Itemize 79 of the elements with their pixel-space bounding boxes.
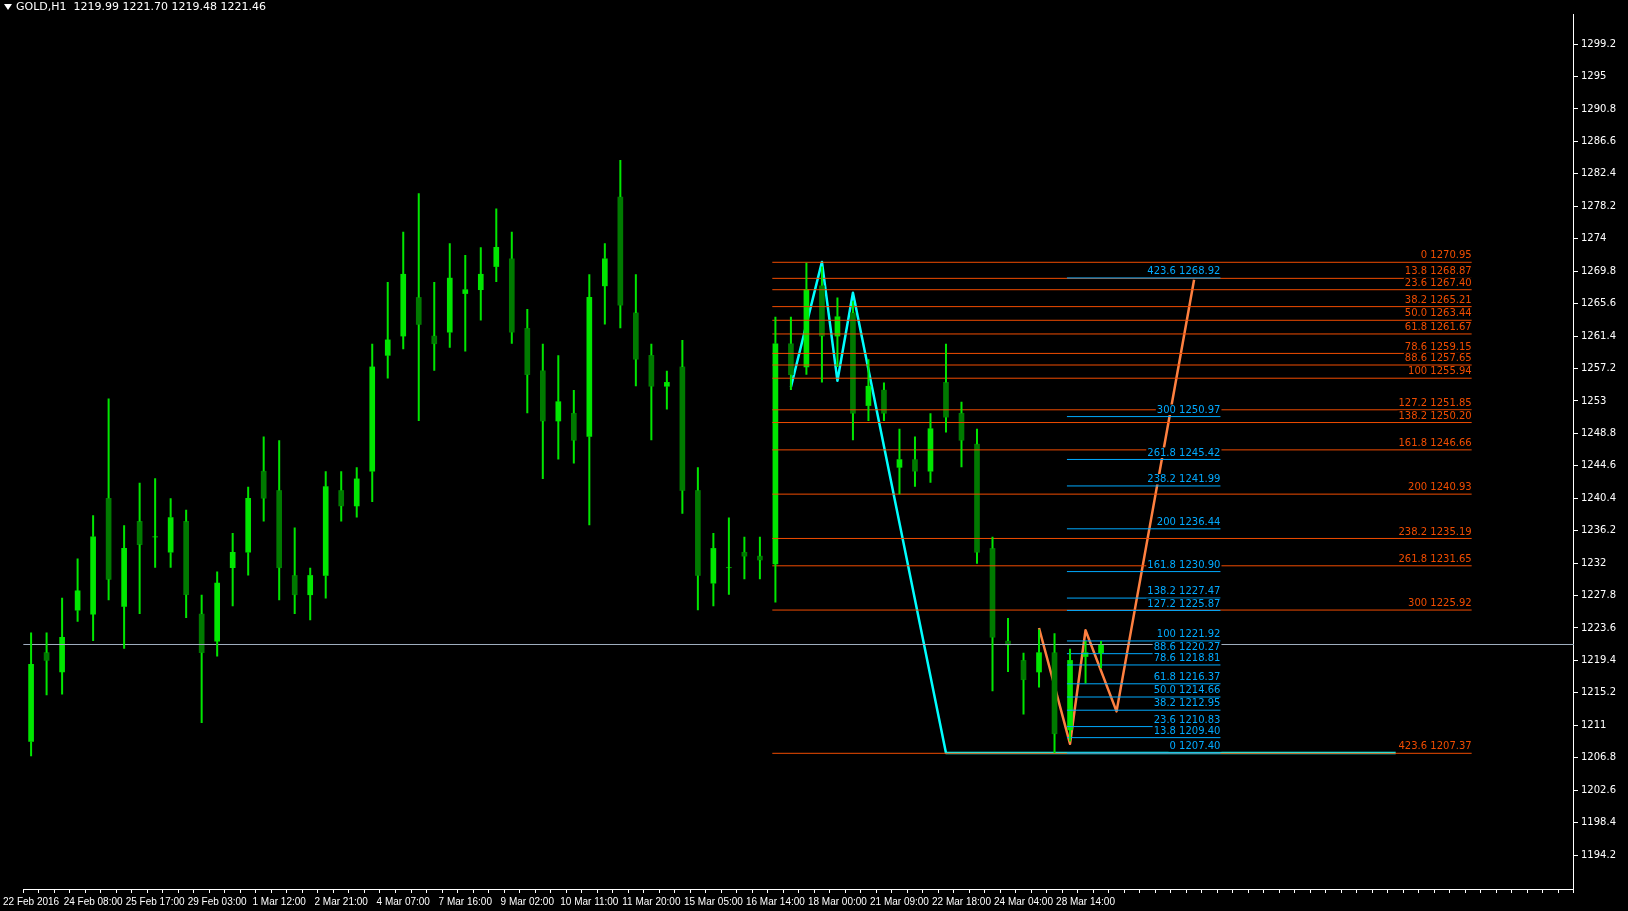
y-tick-label: 1282.4 — [1581, 167, 1616, 179]
ref-line-label: 23.6 1210.83 — [1153, 713, 1221, 725]
ref-line-label: 300 1225.92 — [1408, 597, 1472, 609]
y-tick-label: 1290.8 — [1581, 102, 1616, 114]
ref-line-label: 238.2 1235.19 — [1398, 525, 1472, 537]
y-tick-label: 1269.8 — [1581, 264, 1616, 276]
ref-line-label: 0 1270.95 — [1420, 249, 1472, 261]
ref-line-label: 127.2 1251.85 — [1398, 396, 1472, 408]
ref-line-label: 261.8 1245.42 — [1147, 446, 1221, 458]
x-tick-label: 24 Mar 04:00 — [994, 895, 1054, 907]
ref-line-label: 261.8 1231.65 — [1398, 552, 1472, 564]
ref-line-label: 88.6 1257.65 — [1404, 352, 1472, 364]
ref-line-label: 61.8 1261.67 — [1404, 321, 1472, 333]
y-tick-label: 1248.8 — [1581, 426, 1616, 438]
y-tick-label: 1253 — [1581, 394, 1607, 406]
ref-line-label: 100 1221.92 — [1156, 628, 1221, 640]
y-tick-label: 1286.6 — [1581, 135, 1616, 147]
ref-line-label: 23.6 1267.40 — [1404, 276, 1472, 288]
ref-line-label: 88.6 1220.27 — [1153, 640, 1221, 652]
y-tick-label: 1219.4 — [1581, 654, 1616, 665]
y-tick-label: 1232 — [1581, 556, 1607, 568]
ref-line-label: 127.2 1225.87 — [1147, 597, 1221, 609]
ref-line-label: 161.8 1230.90 — [1147, 558, 1221, 570]
y-tick-label: 1194.2 — [1581, 848, 1616, 860]
y-tick-label: 1274 — [1581, 232, 1607, 244]
y-tick-label: 1261.4 — [1581, 329, 1616, 341]
ref-line-label: 100 1255.94 — [1408, 365, 1472, 377]
ref-line-label: 50.0 1214.66 — [1153, 684, 1221, 696]
y-tick-label: 1299.2 — [1581, 37, 1616, 49]
x-tick-label: 9 Mar 02:00 — [500, 895, 555, 907]
y-tick-label: 1240.4 — [1581, 491, 1616, 503]
ref-line-label: 38.2 1265.21 — [1404, 293, 1472, 305]
ref-line-label: 0 1207.40 — [1169, 740, 1221, 752]
chart-title: GOLD,H1 1219.99 1221.70 1219.48 1221.46 — [16, 0, 266, 13]
x-tick-label: 24 Feb 08:00 — [63, 895, 124, 907]
y-tick-label: 1257.2 — [1581, 362, 1616, 374]
x-tick-label: 7 Mar 16:00 — [438, 895, 493, 907]
ref-line-label: 300 1250.97 — [1156, 403, 1221, 415]
x-tick-label: 22 Mar 18:00 — [932, 895, 992, 907]
x-tick-label: 4 Mar 07:00 — [376, 895, 431, 907]
x-tick-label: 28 Mar 14:00 — [1056, 895, 1116, 907]
ref-line-label: 200 1240.93 — [1408, 481, 1472, 493]
y-tick-label: 1278.2 — [1581, 199, 1616, 211]
x-tick-label: 15 Mar 05:00 — [683, 895, 744, 907]
ref-line-label: 161.8 1246.66 — [1398, 436, 1472, 448]
y-tick-label: 1206.8 — [1581, 751, 1616, 763]
x-tick-label: 16 Mar 14:00 — [745, 895, 806, 907]
x-tick-label: 18 Mar 00:00 — [807, 895, 868, 907]
ref-line-label: 423.6 1207.37 — [1398, 740, 1472, 752]
y-tick-label: 1295 — [1581, 70, 1607, 82]
ref-line-label: 423.6 1268.92 — [1147, 265, 1221, 277]
ref-line-label: 13.8 1268.87 — [1404, 265, 1472, 277]
x-tick-label: 29 Feb 03:00 — [187, 895, 248, 907]
y-tick-label: 1202.6 — [1581, 783, 1616, 795]
x-tick-label: 25 Feb 17:00 — [125, 895, 186, 907]
ref-line-label: 13.8 1209.40 — [1153, 724, 1221, 736]
y-tick-label: 1265.6 — [1581, 297, 1616, 309]
ref-line-label: 38.2 1212.95 — [1153, 697, 1221, 709]
x-tick-label: 11 Mar 20:00 — [622, 895, 681, 907]
y-tick-label: 1236.2 — [1581, 524, 1616, 536]
x-tick-label: 22 Feb 2016 — [3, 895, 60, 907]
y-tick-label: 1215.2 — [1581, 686, 1616, 698]
y-tick-label: 1227.8 — [1581, 589, 1616, 601]
ref-line-label: 238.2 1241.99 — [1147, 473, 1221, 485]
ref-line-label: 78.6 1218.81 — [1153, 652, 1221, 664]
ref-line-label: 61.8 1216.37 — [1153, 670, 1221, 682]
ref-line-label: 138.2 1250.20 — [1398, 409, 1472, 421]
y-tick-label: 1244.6 — [1581, 459, 1616, 471]
x-tick-label: 2 Mar 21:00 — [314, 895, 369, 907]
ref-line-label: 200 1236.44 — [1156, 515, 1221, 527]
y-tick-label: 1223.6 — [1581, 621, 1616, 633]
y-tick-label: 1198.4 — [1581, 816, 1616, 828]
x-tick-label: 10 Mar 11:00 — [560, 895, 619, 907]
ref-line-label: 138.2 1227.47 — [1147, 585, 1221, 597]
x-tick-label: 1 Mar 12:00 — [252, 895, 307, 907]
y-tick-label: 1211 — [1581, 718, 1607, 730]
x-tick-label: 21 Mar 09:00 — [869, 895, 930, 907]
ref-line-label: 50.0 1263.44 — [1404, 307, 1472, 319]
ref-line-label: 78.6 1259.15 — [1404, 340, 1472, 352]
